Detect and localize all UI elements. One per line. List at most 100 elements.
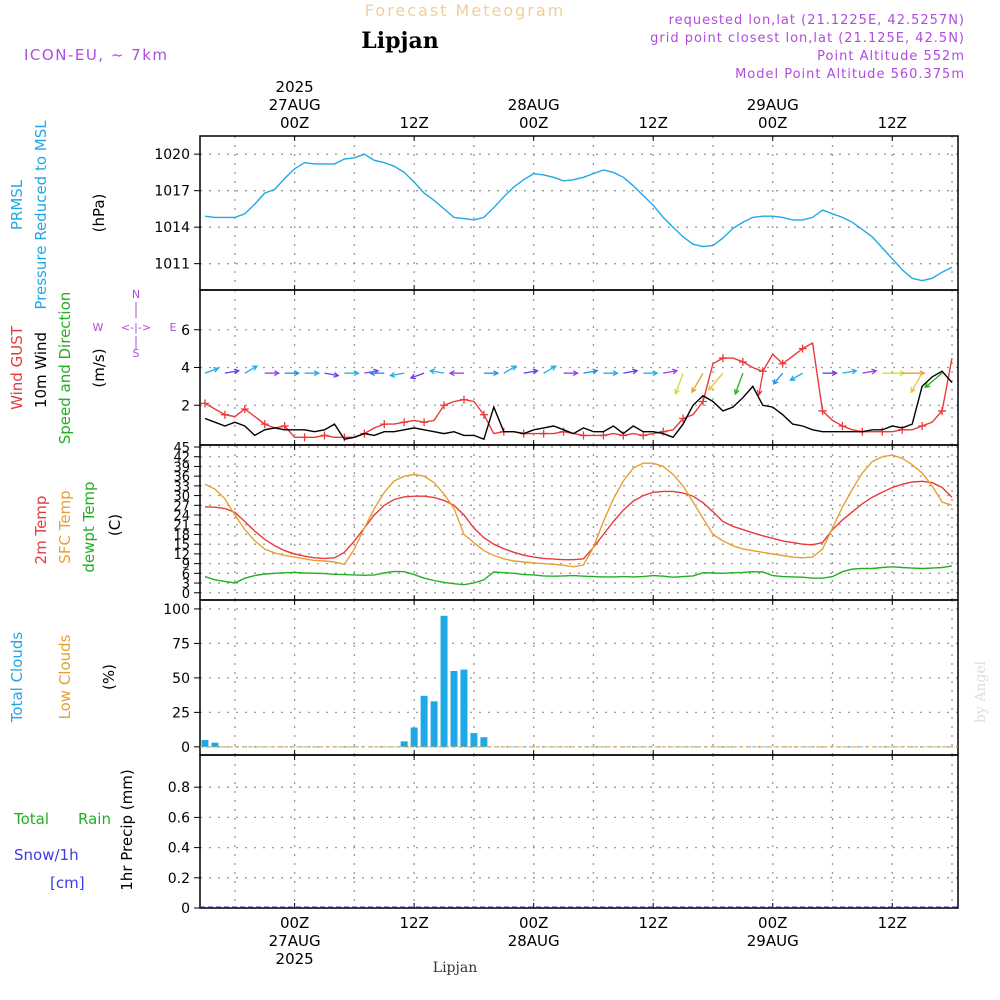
gust-marker	[898, 425, 907, 434]
label-ms: (m/s)	[90, 348, 108, 387]
top-axis-label: 00Z	[758, 114, 787, 132]
cloud-bar	[480, 737, 488, 747]
wind-arrow	[523, 370, 538, 374]
wind-arrow	[758, 373, 764, 395]
wind-arrow-head	[632, 368, 639, 375]
wind-arrow-head	[924, 382, 931, 389]
gust-marker	[938, 406, 947, 415]
wind-arrow	[583, 370, 598, 374]
cloud-bar	[400, 741, 408, 747]
y-tick-label: 24	[173, 509, 190, 524]
cloud-bar	[201, 739, 209, 747]
y-tick-label: 30	[173, 490, 190, 505]
label-pressure-msl: Pressure Reduced to MSL	[32, 120, 50, 310]
series-prmsl	[204, 153, 953, 282]
panel-pressure: 1011 1014 1017 1020	[154, 135, 959, 291]
compass-west: W	[93, 321, 104, 334]
label-total: Total	[13, 810, 49, 828]
y-tick-label: 6	[182, 567, 190, 582]
bottom-axis-label: 29AUG	[747, 932, 799, 950]
y-tick-label: 0	[182, 587, 190, 602]
gust-marker	[320, 431, 329, 440]
y-tick-label: 42	[173, 451, 190, 466]
wind-arrow	[244, 365, 258, 374]
cloud-bar	[430, 701, 438, 747]
compass-east: E	[170, 321, 177, 334]
y-tick-label: 4	[181, 361, 190, 377]
label-percent: (%)	[100, 664, 118, 690]
gust-marker	[778, 359, 787, 368]
compass-south: S	[133, 347, 140, 360]
wind-arrow-head	[353, 370, 360, 377]
wind-arrow	[790, 372, 803, 381]
wind-arrow	[910, 372, 923, 393]
side-labels: PRMSL Pressure Reduced to MSL (hPa) Wind GU…	[8, 120, 136, 892]
y-tick-label: 75	[172, 636, 190, 652]
wind-arrow-head	[333, 371, 340, 378]
wind-arrow-head	[592, 368, 599, 375]
y-tick-label: 15	[173, 538, 190, 553]
label-cm: [cm]	[50, 874, 85, 892]
y-tick-label: 27	[173, 499, 190, 514]
panel-clouds: 0 25 50 75 100	[163, 599, 959, 756]
wind-arrow-head	[910, 387, 916, 394]
y-tick-label: 9	[182, 558, 190, 573]
y-tick-label: 0.6	[168, 810, 190, 826]
series-2m-temp	[204, 480, 953, 561]
wind-arrow-head	[251, 365, 259, 371]
wind-arrow-head	[389, 371, 396, 378]
y-tick-label: 0	[181, 901, 190, 917]
label-low-clouds: Low Clouds	[56, 634, 74, 719]
y-tick-label: 25	[172, 705, 190, 721]
gust-marker	[479, 410, 488, 419]
label-10m-wind: 10m Wind	[32, 332, 50, 408]
gust-marker	[340, 433, 349, 442]
wind-arrow-head	[493, 370, 500, 377]
y-tick-label: 0.2	[168, 871, 190, 887]
y-tick-label: 2	[181, 398, 190, 414]
wind-arrow-head	[831, 370, 838, 377]
wind-arrow-head	[674, 388, 680, 396]
wind-arrow	[734, 372, 744, 395]
cloud-bar	[470, 733, 478, 747]
wind-arrow-head	[448, 370, 455, 377]
wind-arrow-head	[532, 368, 539, 375]
cloud-bar	[410, 727, 418, 747]
bottom-axis-label: 28AUG	[508, 932, 560, 950]
label-sfc-temp: SFC Temp	[56, 490, 74, 563]
y-tick-label: 100	[163, 602, 190, 618]
wind-arrow	[663, 370, 678, 374]
gust-marker	[539, 429, 548, 438]
label-2m-temp: 2m Temp	[32, 496, 50, 565]
footer-location: Lipjan	[433, 960, 477, 976]
compass-north: N	[132, 288, 140, 301]
wind-arrow-head	[756, 389, 763, 397]
bottom-axis-label: 12Z	[399, 914, 428, 932]
gust-marker	[200, 399, 209, 408]
gust-marker	[220, 410, 229, 419]
gust-marker	[838, 422, 847, 431]
y-tick-label: 3	[182, 577, 190, 592]
y-tick-label: 36	[173, 470, 190, 485]
cloud-bar	[420, 695, 428, 747]
gust-marker	[918, 422, 927, 431]
y-tick-label: 21	[173, 519, 190, 534]
gust-marker	[599, 431, 608, 440]
y-tick-label: 33	[173, 480, 190, 495]
gust-marker	[440, 401, 449, 410]
label-hpa: (hPa)	[90, 194, 108, 233]
wind-arrow	[390, 372, 405, 377]
label-speed-direction: Speed and Direction	[56, 292, 74, 445]
y-tick-label: 1020	[154, 147, 190, 163]
top-axis-label: 27AUG	[269, 96, 321, 114]
gust-marker	[699, 397, 708, 406]
gust-marker	[300, 433, 309, 442]
series-10m-wind	[204, 370, 953, 441]
gust-marker	[380, 420, 389, 429]
panel-frame	[199, 135, 959, 291]
y-tick-label: 1017	[154, 184, 190, 200]
wind-arrow-head	[707, 384, 714, 392]
label-1hr-precip: 1hr Precip (mm)	[118, 769, 136, 890]
